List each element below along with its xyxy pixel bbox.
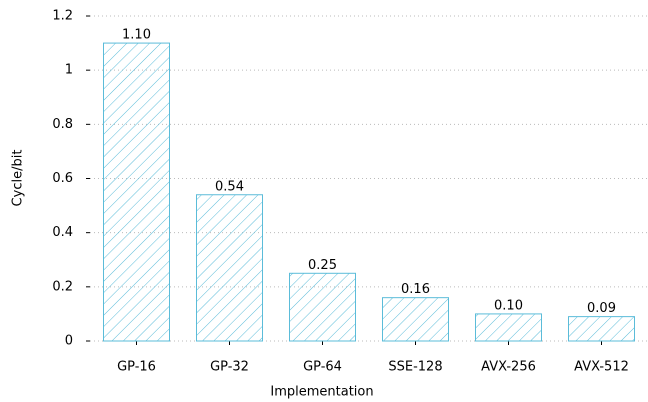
value-label: 0.16: [401, 282, 430, 297]
value-label: 1.10: [122, 28, 151, 43]
y-axis-label: Cycle/bit: [11, 150, 26, 207]
y-tick-label: 0.2: [52, 279, 73, 294]
y-tick-label: 0.6: [52, 171, 73, 186]
y-tick-label: 0.4: [52, 225, 73, 240]
x-tick-label: AVX-256: [481, 360, 536, 375]
y-tick-label: 0: [65, 334, 73, 349]
value-label: 0.09: [587, 301, 616, 316]
y-tick-label: 1.2: [52, 9, 73, 24]
bar: [196, 194, 263, 342]
bar: [568, 316, 635, 342]
x-axis-label: Implementation: [270, 385, 373, 400]
value-label: 0.54: [215, 179, 244, 194]
bar: [475, 313, 542, 342]
x-tick-label: GP-32: [210, 360, 249, 375]
x-tick-label: AVX-512: [574, 360, 629, 375]
value-label: 0.25: [308, 258, 337, 273]
x-tick-label: SSE-128: [388, 360, 442, 375]
y-tick-label: 0.8: [52, 117, 73, 132]
y-tick-label: 1: [65, 63, 73, 78]
bar: [103, 42, 170, 342]
bar: [382, 297, 449, 342]
value-label: 0.10: [494, 298, 523, 313]
x-tick-label: GP-64: [303, 360, 342, 375]
bar: [289, 272, 356, 342]
x-tick-label: GP-16: [117, 360, 156, 375]
